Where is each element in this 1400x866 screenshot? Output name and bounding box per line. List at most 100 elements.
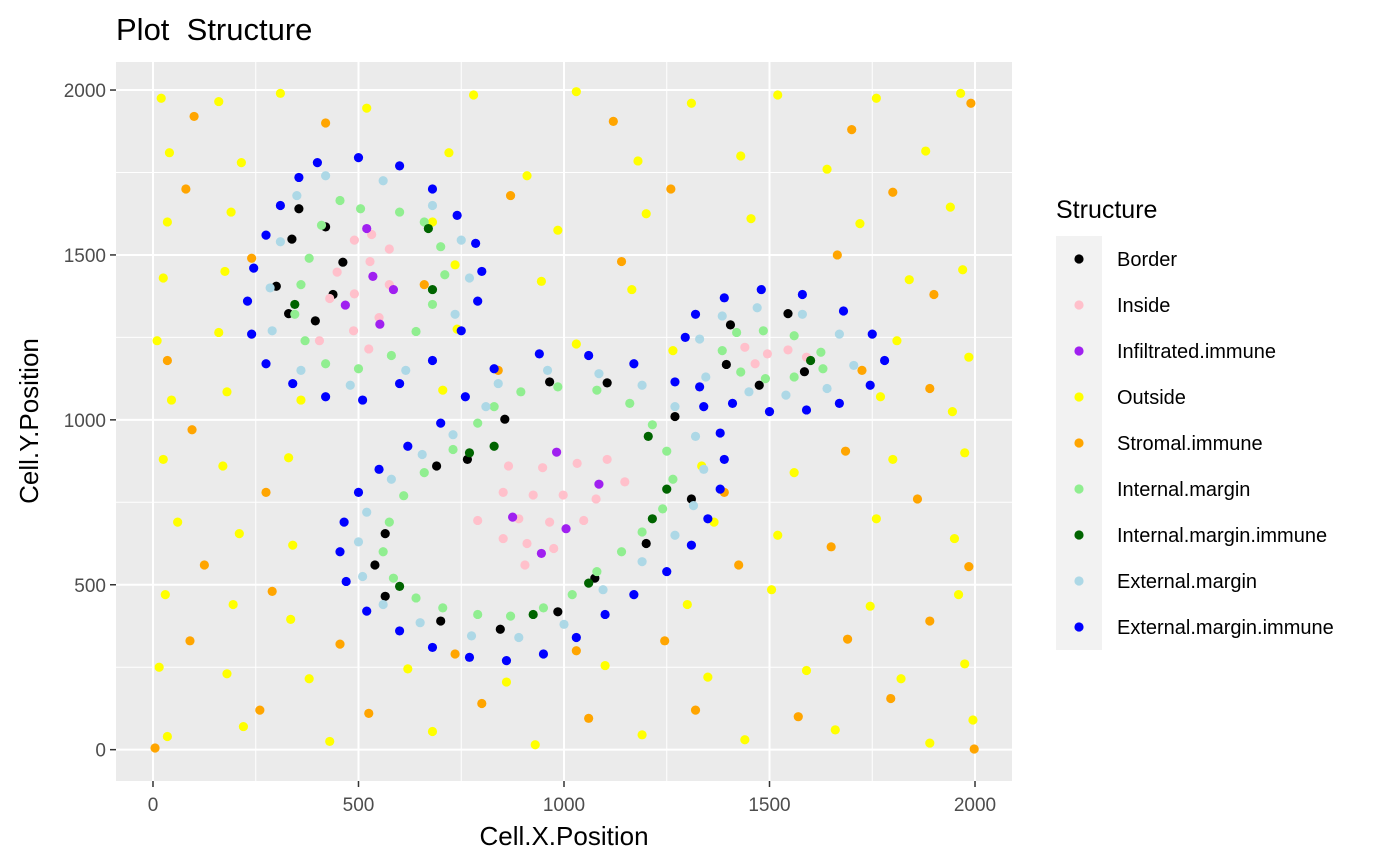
data-point — [960, 448, 970, 458]
data-point — [680, 332, 690, 342]
data-point — [949, 533, 960, 544]
data-point — [643, 431, 653, 441]
data-point — [542, 365, 553, 375]
data-point — [620, 477, 630, 487]
data-point — [789, 372, 799, 382]
x-axis-label: Cell.X.Position — [479, 821, 648, 851]
data-point — [296, 395, 306, 405]
data-point — [353, 153, 364, 163]
data-point — [736, 367, 746, 377]
data-point — [637, 557, 647, 567]
data-point — [384, 244, 394, 254]
data-point — [427, 726, 438, 737]
data-point — [321, 392, 331, 402]
data-point — [380, 529, 390, 539]
data-point — [394, 161, 405, 171]
data-point — [734, 560, 744, 570]
data-point — [242, 296, 253, 306]
data-point — [789, 468, 799, 478]
data-point — [214, 96, 224, 107]
legend-key — [1074, 300, 1084, 310]
data-point — [154, 662, 164, 672]
data-point — [553, 382, 563, 392]
data-point — [436, 242, 446, 252]
data-point — [727, 398, 738, 408]
data-point — [732, 327, 742, 338]
legend-key — [1074, 576, 1084, 586]
data-point — [226, 207, 236, 217]
data-point — [275, 237, 286, 247]
data-point — [830, 725, 840, 735]
data-point — [715, 428, 725, 438]
data-point — [600, 660, 610, 671]
data-point — [637, 527, 647, 537]
data-point — [520, 560, 530, 570]
data-point — [325, 293, 335, 304]
data-point — [591, 494, 601, 504]
data-point — [456, 326, 466, 336]
data-point — [460, 392, 470, 402]
data-point — [440, 270, 450, 280]
data-point — [288, 378, 298, 389]
data-point — [875, 392, 886, 402]
data-point — [358, 571, 368, 582]
data-point — [411, 593, 421, 603]
data-point — [538, 463, 548, 473]
data-point — [386, 350, 396, 361]
data-point — [545, 377, 555, 387]
data-point — [338, 257, 348, 267]
data-point — [670, 377, 680, 387]
data-point — [960, 659, 970, 669]
data-point — [571, 87, 581, 97]
data-point — [956, 88, 966, 98]
data-point — [450, 649, 460, 659]
data-point — [468, 90, 479, 100]
data-point — [865, 601, 875, 611]
data-point — [199, 560, 209, 570]
x-tick-label: 2000 — [954, 795, 996, 816]
data-point — [403, 441, 413, 451]
data-point — [464, 273, 475, 283]
data-point — [388, 284, 399, 295]
legend-key — [1074, 254, 1084, 264]
data-point — [516, 387, 526, 397]
data-point — [214, 327, 224, 338]
data-point — [690, 309, 701, 319]
data-point — [355, 204, 366, 214]
data-point — [855, 219, 865, 229]
data-point — [394, 626, 405, 636]
data-point — [503, 461, 514, 471]
data-point — [662, 446, 672, 456]
data-point — [947, 407, 958, 417]
data-point — [764, 407, 775, 417]
data-point — [339, 517, 349, 527]
data-point — [316, 220, 327, 230]
data-point — [275, 200, 286, 211]
data-point — [335, 639, 345, 649]
data-point — [801, 665, 812, 676]
data-point — [756, 284, 766, 295]
data-point — [750, 359, 760, 369]
data-point — [156, 93, 166, 103]
legend-label: Internal.margin.immune — [1117, 525, 1327, 547]
data-point — [670, 411, 680, 422]
data-point — [629, 590, 639, 600]
data-point — [579, 515, 589, 526]
data-point — [616, 256, 627, 267]
data-point — [953, 590, 964, 600]
data-point — [572, 458, 582, 468]
data-point — [799, 367, 810, 377]
data-point — [152, 336, 162, 346]
data-point — [419, 280, 429, 290]
data-point — [945, 202, 955, 212]
data-point — [528, 609, 538, 620]
data-point — [633, 156, 643, 166]
data-point — [760, 374, 770, 384]
data-point — [641, 538, 651, 549]
data-point — [466, 631, 477, 641]
data-point — [584, 578, 594, 588]
data-point — [287, 234, 297, 244]
data-point — [399, 491, 409, 501]
data-point — [969, 744, 979, 754]
data-point — [627, 284, 637, 295]
